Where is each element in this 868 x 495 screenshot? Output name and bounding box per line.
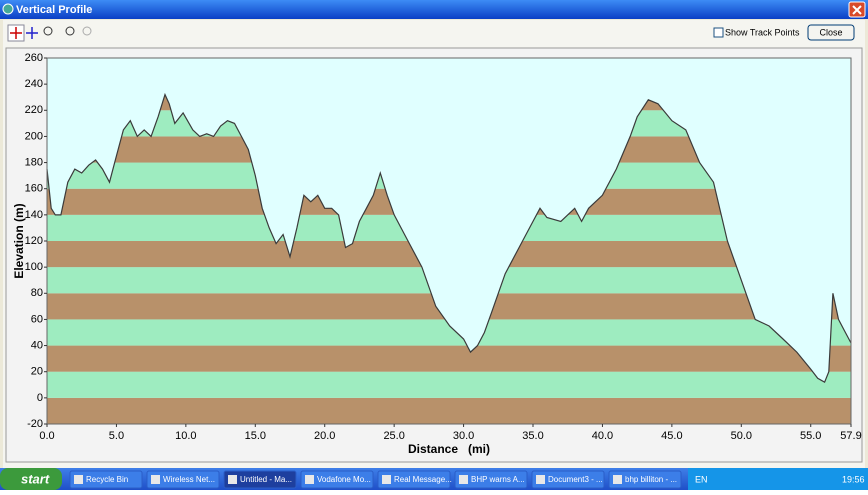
toolbar xyxy=(7,24,92,42)
task-button[interactable] xyxy=(146,470,220,489)
task-label: Wireless Net... xyxy=(163,475,215,484)
elevation-band xyxy=(47,371,851,398)
clock: 19:56 xyxy=(842,474,865,484)
task-items: Recycle Bin Wireless Net... Untitled - Ma.… xyxy=(69,470,682,489)
task-button[interactable] xyxy=(531,470,605,489)
y-tick-label: 160 xyxy=(25,183,43,195)
start-button[interactable] xyxy=(0,468,62,490)
tool-icon[interactable] xyxy=(43,26,53,36)
x-tick-label: 25.0 xyxy=(383,430,404,442)
x-tick-label: 45.0 xyxy=(661,430,682,442)
y-tick-label: 20 xyxy=(31,366,43,378)
y-axis-label: Elevation (m) xyxy=(12,203,26,278)
y-tick-label: 0 xyxy=(37,392,43,404)
task-label: BHP warns A... xyxy=(471,475,525,484)
task-icon xyxy=(151,475,160,484)
checkbox[interactable] xyxy=(713,27,724,38)
checkbox-label: Show Track Points xyxy=(725,27,800,37)
task-label: Vodafone Mo... xyxy=(317,475,371,484)
close-x xyxy=(852,5,862,15)
task-button[interactable] xyxy=(608,470,682,489)
task-icon xyxy=(382,475,391,484)
x-tick-label: 0.0 xyxy=(39,430,54,442)
y-tick-label: 260 xyxy=(25,52,43,64)
x-tick-label: 57.9 xyxy=(840,430,861,442)
close-button-label: Close xyxy=(819,27,842,37)
x-tick-label: 55.0 xyxy=(800,430,821,442)
y-tick-label: 60 xyxy=(31,313,43,325)
title-bar xyxy=(0,0,868,19)
x-tick-label: 35.0 xyxy=(522,430,543,442)
task-button[interactable] xyxy=(454,470,528,489)
elevation-line xyxy=(46,92,852,384)
y-tick-label: 220 xyxy=(25,104,43,116)
x-tick-label: 40.0 xyxy=(592,430,613,442)
x-tick-label: 50.0 xyxy=(731,430,752,442)
y-tick-label: 240 xyxy=(25,78,43,90)
language: EN xyxy=(695,474,708,484)
tool-icon[interactable] xyxy=(26,27,38,39)
y-tick-label: 180 xyxy=(25,156,43,168)
task-button[interactable] xyxy=(377,470,451,489)
elevation-band xyxy=(47,397,851,424)
y-tick-label: 120 xyxy=(25,235,43,247)
task-icon xyxy=(74,475,83,484)
tool-icon xyxy=(10,27,22,39)
task-icon xyxy=(536,475,545,484)
task-label: Recycle Bin xyxy=(86,475,128,484)
task-icon xyxy=(228,475,237,484)
task-label: bhp billiton - ... xyxy=(625,475,677,484)
close-button[interactable] xyxy=(807,24,855,41)
x-tick-label: 10.0 xyxy=(175,430,196,442)
y-tick-label: 100 xyxy=(25,261,43,273)
elevation-band xyxy=(47,345,851,372)
task-label: Real Message... xyxy=(394,475,452,484)
task-icon xyxy=(305,475,314,484)
task-label: Document3 - ... xyxy=(548,475,603,484)
task-label: Untitled - Ma... xyxy=(240,475,292,484)
y-tick-label: 80 xyxy=(31,287,43,299)
x-tick-label: 5.0 xyxy=(109,430,124,442)
task-button[interactable] xyxy=(69,470,143,489)
task-button[interactable] xyxy=(300,470,374,489)
x-axis-label: Distance (mi) xyxy=(408,442,490,456)
y-tick-label: -20 xyxy=(27,418,43,430)
x-tick-label: 30.0 xyxy=(453,430,474,442)
chart: -20 0 20 40 60 80 100 120 140 160 180 200 220 240 260 0… xyxy=(12,52,862,456)
app-icon xyxy=(2,3,14,15)
tool-zoom-in[interactable] xyxy=(65,26,75,36)
start-label: start xyxy=(21,471,50,486)
task-icon xyxy=(613,475,622,484)
y-tick-label: 140 xyxy=(25,209,43,221)
tool-zoom-out[interactable] xyxy=(82,26,92,36)
window-title: Vertical Profile xyxy=(16,4,92,16)
y-tick-label: 40 xyxy=(31,339,43,351)
x-tick-label: 20.0 xyxy=(314,430,335,442)
tray xyxy=(688,468,868,490)
y-tick-label: 200 xyxy=(25,130,43,142)
x-tick-label: 15.0 xyxy=(245,430,266,442)
task-icon xyxy=(459,475,468,484)
task-button[interactable] xyxy=(223,470,297,489)
